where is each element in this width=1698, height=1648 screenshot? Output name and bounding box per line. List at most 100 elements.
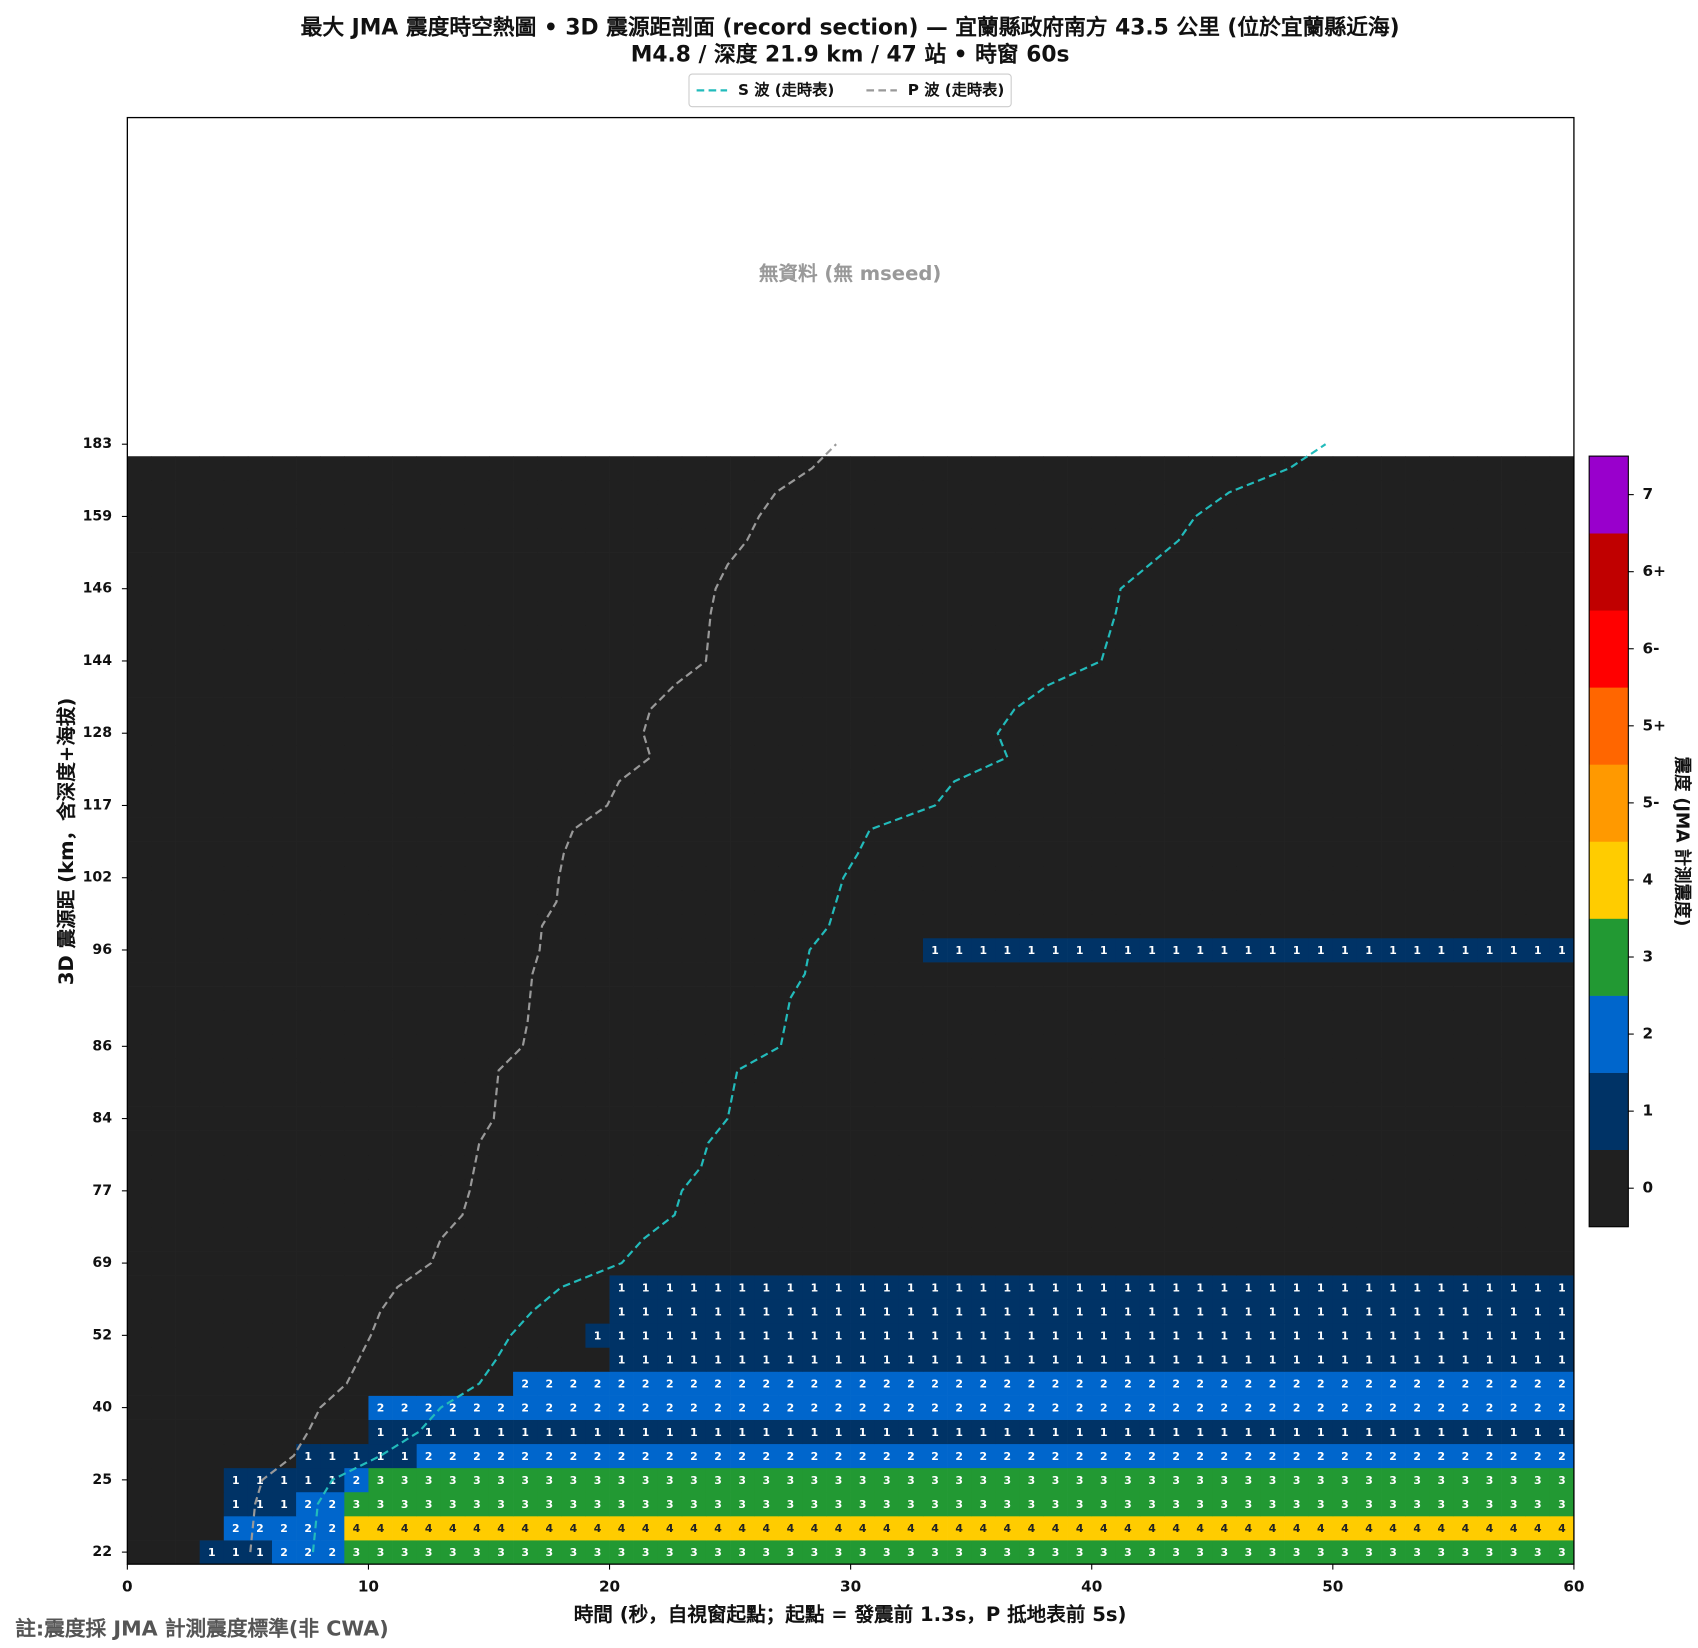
heatmap-cell (1549, 865, 1575, 891)
heatmap-cell (416, 1323, 442, 1348)
heatmap-cell (127, 1275, 152, 1300)
heatmap-cell (1164, 1106, 1189, 1131)
cell-label: 3 (1438, 1474, 1446, 1487)
heatmap-cell (585, 1347, 610, 1372)
heatmap-cell (344, 1299, 369, 1324)
heatmap-cell (778, 721, 803, 746)
heatmap-cell (1501, 1491, 1527, 1517)
heatmap-cell (1525, 841, 1551, 867)
heatmap-cell (681, 1467, 707, 1493)
heatmap-cell (898, 1082, 924, 1107)
cell-label: 2 (594, 1402, 602, 1415)
cell-label: 2 (1413, 1402, 1421, 1415)
cell-label: 4 (642, 1522, 650, 1535)
heatmap-cell (850, 937, 876, 963)
heatmap-cell (754, 1419, 779, 1445)
cell-label: 3 (883, 1498, 891, 1511)
heatmap-cell (513, 962, 538, 987)
heatmap-cell (223, 817, 249, 842)
cell-label: 2 (328, 1546, 336, 1559)
heatmap-cell (247, 1323, 273, 1348)
heatmap-cell (199, 1540, 225, 1565)
cell-label: 1 (714, 1305, 722, 1318)
heatmap-cell (874, 1443, 900, 1469)
heatmap-cell (440, 1347, 466, 1372)
heatmap-cell (1043, 600, 1068, 626)
heatmap-cell (585, 456, 610, 481)
heatmap-cell (1477, 937, 1502, 963)
cell-label: 1 (1293, 1281, 1301, 1294)
heatmap-cell (247, 769, 273, 794)
heatmap-cell (272, 648, 297, 674)
heatmap-cell (1453, 1178, 1478, 1204)
heatmap-cell (850, 1275, 876, 1300)
heatmap-cell (609, 1491, 634, 1517)
heatmap-cell (1477, 1443, 1502, 1469)
cell-label: 1 (1462, 944, 1470, 957)
heatmap-cell (513, 937, 538, 963)
heatmap-cell (320, 528, 345, 553)
heatmap-cell (1188, 1034, 1213, 1059)
heatmap-cell (657, 648, 683, 674)
heatmap-cell (1236, 1034, 1261, 1059)
heatmap-cell (247, 962, 273, 987)
heatmap-cell (223, 1251, 249, 1276)
heatmap-cell (681, 1178, 707, 1204)
heatmap-cell (1356, 1178, 1382, 1204)
cell-label: 2 (1558, 1402, 1566, 1415)
heatmap-cell (1405, 1106, 1430, 1131)
heatmap-cell (151, 697, 176, 722)
heatmap-cell (1164, 1010, 1189, 1035)
heatmap-cell (1188, 576, 1213, 602)
heatmap-cell (513, 1251, 538, 1276)
cell-label: 1 (883, 1281, 891, 1294)
heatmap-cell (1212, 841, 1237, 867)
heatmap-cell (223, 1058, 249, 1083)
cell-label: 2 (1269, 1450, 1277, 1463)
heatmap-cell (1212, 1419, 1237, 1445)
heatmap-cell (802, 986, 827, 1011)
heatmap-cell (609, 962, 634, 987)
heatmap-cell (127, 1299, 152, 1324)
cell-label: 1 (1245, 1329, 1253, 1342)
heatmap-cell (947, 937, 972, 963)
heatmap-cell (1188, 1010, 1213, 1035)
heatmap-cell (368, 1371, 393, 1396)
heatmap-cell (1429, 552, 1454, 577)
heatmap-cell (1164, 721, 1189, 746)
heatmap-cell (1164, 1371, 1189, 1396)
heatmap-cell (1067, 841, 1093, 867)
heatmap-cell (1549, 1371, 1575, 1396)
cell-label: 3 (1462, 1498, 1470, 1511)
heatmap-cell (922, 937, 948, 963)
cell-label: 3 (545, 1498, 553, 1511)
heatmap-cell (609, 1443, 634, 1469)
heatmap-cell (898, 456, 924, 481)
cell-label: 2 (1100, 1402, 1108, 1415)
heatmap-cell (1525, 1540, 1551, 1565)
heatmap-cell (416, 1130, 442, 1156)
cell-label: 2 (1221, 1450, 1229, 1463)
heatmap-cell (1501, 1443, 1527, 1469)
heatmap-cell (681, 1106, 707, 1131)
cell-label: 1 (979, 1426, 987, 1439)
heatmap-cell (247, 1251, 273, 1276)
cell-label: 2 (1148, 1378, 1156, 1391)
heatmap-cell (633, 841, 659, 867)
heatmap-cell (1429, 1419, 1454, 1445)
heatmap-cell (826, 1106, 851, 1131)
cell-label: 1 (931, 1281, 939, 1294)
heatmap-cell (657, 1323, 683, 1348)
heatmap-cell (995, 1154, 1020, 1180)
heatmap-cell (1139, 576, 1165, 602)
heatmap-cell (1525, 1515, 1551, 1541)
heatmap-cell (1164, 841, 1189, 867)
heatmap-cell (826, 1395, 851, 1420)
heatmap-cell (1429, 817, 1454, 842)
heatmap-cell (1453, 769, 1478, 794)
heatmap-cell (1501, 1323, 1527, 1348)
heatmap-cell (440, 576, 466, 602)
heatmap-cell (223, 745, 249, 770)
heatmap-cell (995, 528, 1020, 553)
heatmap-cell (127, 1515, 152, 1541)
